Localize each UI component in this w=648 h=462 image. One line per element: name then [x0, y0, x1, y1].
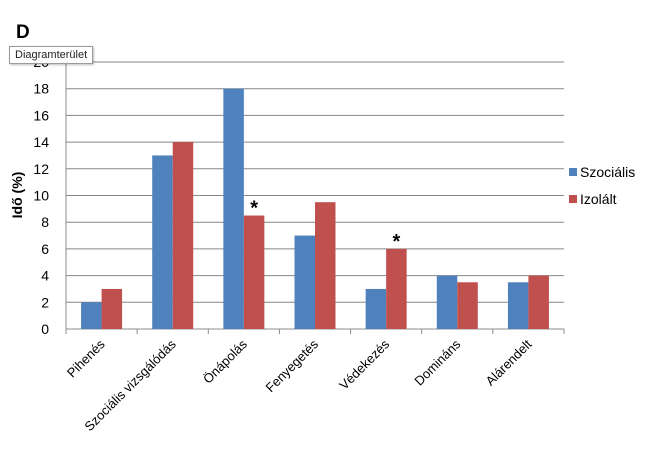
bar [223, 88, 244, 329]
bar [172, 142, 194, 329]
y-tick-label: 4 [41, 268, 49, 284]
x-category-label: Pihenés [64, 336, 108, 380]
y-tick-label: 12 [33, 161, 49, 177]
bar [386, 248, 407, 329]
panel-letter: D [16, 22, 30, 43]
y-tick-label: 0 [41, 321, 49, 337]
y-tick-label: 10 [33, 188, 49, 204]
legend-swatch [569, 168, 577, 176]
chart-area-tooltip: Diagramterület [9, 46, 94, 64]
y-tick-label: 16 [33, 107, 49, 123]
bar [507, 282, 529, 329]
bar [243, 215, 265, 329]
legend-label: Szociális [580, 164, 635, 180]
bar [365, 288, 387, 329]
bars [81, 88, 549, 329]
x-category-label: Védekezés [336, 336, 392, 392]
x-category-label: Fenyegetés [262, 336, 321, 395]
significance-marker: * [250, 198, 258, 220]
y-tick-label: 2 [41, 294, 49, 310]
bar [528, 275, 549, 329]
y-tick-label: 18 [33, 81, 49, 97]
bar [81, 302, 102, 329]
y-axis-ticks: 02468101214161820 [33, 54, 49, 337]
bar [101, 288, 123, 329]
bar [436, 275, 458, 329]
x-category-label: Önápolás [200, 336, 250, 386]
bar [152, 155, 173, 329]
annotations: ** [250, 198, 400, 253]
bar [457, 282, 478, 329]
legend: Szociális Izolált [569, 164, 635, 207]
x-category-label: Domináns [411, 336, 463, 388]
bar [294, 235, 315, 329]
y-tick-label: 14 [33, 134, 49, 150]
legend-label: Izolált [580, 191, 617, 207]
x-category-label: Alárendelt [483, 336, 535, 388]
y-axis-label: Idő (%) [9, 172, 25, 219]
y-tick-label: 8 [41, 214, 49, 230]
y-tick-label: 6 [41, 241, 49, 257]
legend-swatch [569, 195, 577, 203]
bar [315, 202, 336, 329]
significance-marker: * [392, 231, 400, 253]
